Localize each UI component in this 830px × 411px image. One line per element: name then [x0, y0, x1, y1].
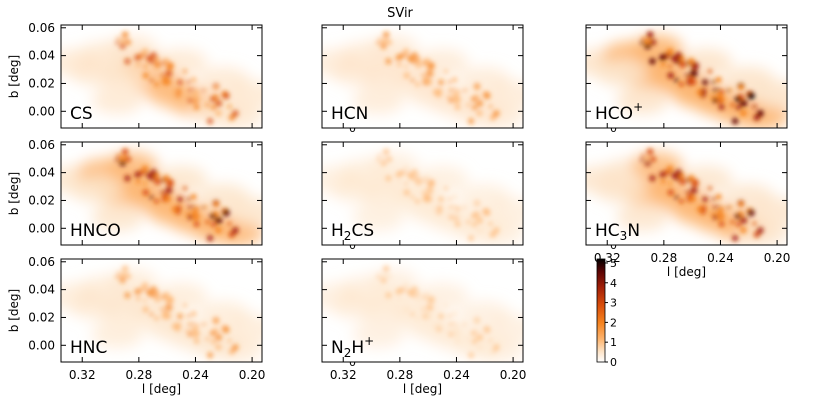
colorbar-tick-label: 5 [610, 257, 617, 270]
panel-label: CS [70, 104, 93, 124]
x-axis-label: l [deg] [667, 265, 706, 279]
panel-label: N2H+ [331, 334, 374, 360]
x-tick-label: 0.20 [239, 368, 266, 382]
x-tick-label: 0.24 [443, 368, 470, 382]
panel-hc3n: 0.320.280.240.20l [deg]HC3N012345 [585, 141, 791, 279]
figure-title: SVir [387, 6, 413, 21]
panel-hnc: 0.32 0.28 0.24 0.20 0.00 0.02 0.04 0.06 b [deg] l… [7, 255, 356, 396]
y-axis-label: b [deg] [7, 289, 21, 332]
clumps [115, 31, 239, 125]
colorbar-tick-label: 3 [610, 297, 617, 310]
x-tick-label: 0.32 [330, 368, 357, 382]
heatmap-image [586, 142, 787, 245]
axes-frame [60, 24, 263, 129]
panel-label: HNC [70, 338, 107, 358]
axes-frame [321, 24, 524, 129]
x-axis-label: l [deg] [403, 382, 442, 396]
x-tick-label: 0.20 [764, 251, 791, 265]
heatmap-image [586, 25, 787, 128]
colorbar-tick-label: 0 [610, 356, 617, 369]
y-tick-label: 0.04 [28, 166, 55, 180]
y-tick-label: 0.04 [28, 49, 55, 63]
x-axis-label: l [deg] [142, 382, 181, 396]
heatmap-image [322, 25, 523, 128]
clumps [376, 148, 500, 242]
clumps [376, 31, 500, 125]
x-tick-label: 0.28 [386, 368, 413, 382]
axes-frame [321, 258, 524, 363]
colorbar-tick-label: 4 [610, 277, 617, 290]
panel-hnco: 0.000.020.040.06b [deg]HNCO012345 [7, 138, 356, 252]
y-axis-label: b [deg] [7, 55, 21, 98]
axes-frame [60, 258, 263, 363]
heatmap-image [322, 142, 523, 245]
y-tick-label: 0.02 [28, 310, 55, 324]
colorbar-tick-label: 2 [610, 316, 617, 329]
y-tick-label: 0.00 [28, 338, 55, 352]
x-tick-label: 0.20 [500, 368, 527, 382]
panel-n2hp: 0.32 0.28 0.24 0.20 l [deg] N2H+ 0 1 2 3 4 5 [321, 257, 617, 396]
y-tick-label: 0.02 [28, 76, 55, 90]
clumps [115, 148, 239, 242]
clumps [115, 265, 239, 359]
x-tick-label: 0.24 [182, 368, 209, 382]
panel-label: H2CS [331, 221, 374, 243]
heatmap-image [322, 259, 523, 362]
colorbar: 0 1 2 3 4 5 [596, 257, 617, 369]
y-tick-label: 0.02 [28, 193, 55, 207]
heatmap-image [61, 142, 262, 245]
y-tick-label: 0.04 [28, 283, 55, 297]
axes-frame [585, 24, 788, 129]
y-tick-label: 0.06 [28, 255, 55, 269]
panel-hcn: HCN012345 [321, 23, 617, 135]
y-axis-label: b [deg] [7, 172, 21, 215]
panel-cs: 0.000.020.040.06b [deg]CS012345 [7, 21, 356, 135]
axes-frame [60, 141, 263, 246]
x-tick-label: 0.28 [650, 251, 677, 265]
heatmap-image [61, 259, 262, 362]
panel-h2cs: H2CS012345 [321, 140, 617, 252]
y-tick-label: 0.00 [28, 104, 55, 118]
y-tick-label: 0.00 [28, 221, 55, 235]
axes-frame [321, 141, 524, 246]
colorbar-bar [596, 258, 606, 363]
clumps [640, 148, 764, 242]
y-tick-label: 0.06 [28, 138, 55, 152]
x-tick-label: 0.28 [125, 368, 152, 382]
colorbar-tick-label: 1 [610, 336, 617, 349]
panel-label: HCN [331, 104, 368, 124]
panel-label: HNCO [70, 221, 121, 241]
heatmap-image [61, 25, 262, 128]
clumps [640, 31, 764, 125]
x-tick-label: 0.32 [69, 368, 96, 382]
panel-label: HCO+ [595, 100, 643, 124]
x-tick-label: 0.24 [707, 251, 734, 265]
axes-frame [585, 141, 788, 246]
clumps [376, 265, 500, 359]
y-tick-label: 0.06 [28, 21, 55, 35]
panel-label: HC3N [595, 221, 640, 243]
